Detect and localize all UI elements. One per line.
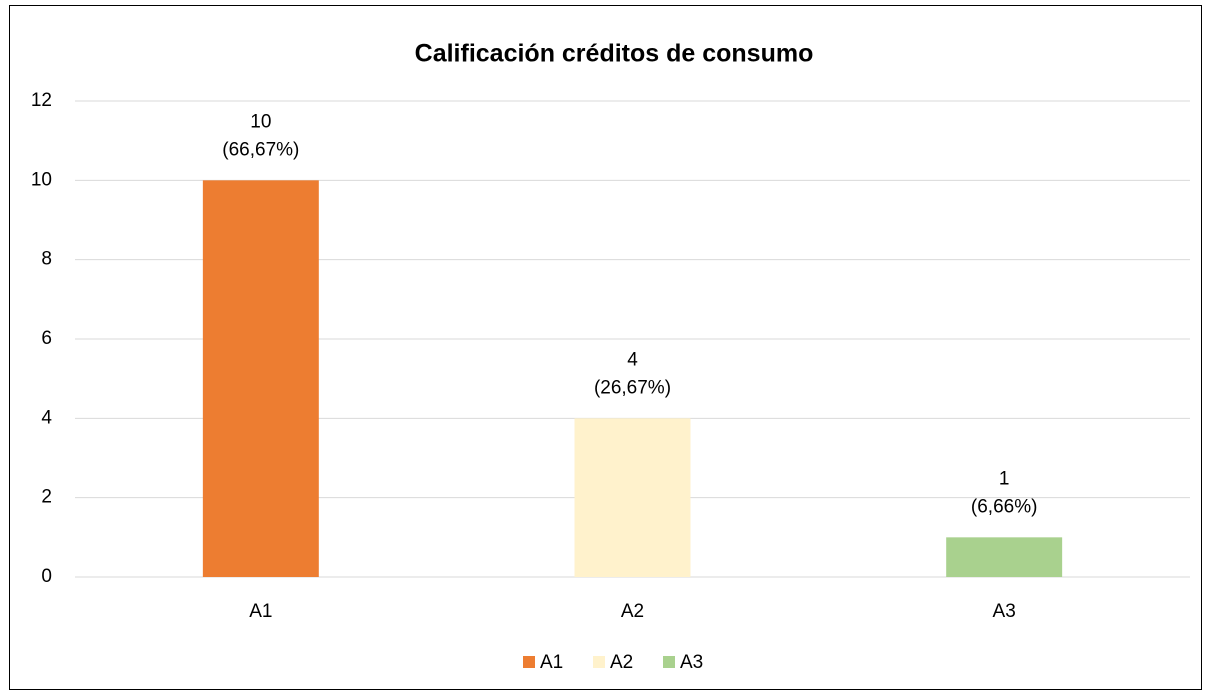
y-tick-label: 4 — [41, 407, 52, 428]
y-tick-label: 6 — [41, 328, 52, 349]
y-tick-label: 0 — [41, 566, 52, 587]
value-label: 4 — [627, 349, 638, 370]
value-label: 1 — [999, 468, 1010, 489]
share-label: (26,67%) — [594, 377, 671, 398]
legend-label: A1 — [540, 652, 563, 673]
y-tick-label: 10 — [31, 169, 52, 190]
y-tick-label: 2 — [41, 487, 52, 508]
share-label: (6,66%) — [971, 496, 1038, 517]
chart-frame — [9, 5, 1202, 690]
legend-swatch — [663, 656, 675, 668]
share-label: (66,67%) — [222, 139, 299, 160]
bar — [946, 537, 1063, 577]
x-tick-label: A2 — [621, 601, 644, 622]
x-tick-label: A3 — [993, 601, 1016, 622]
chart-title: Calificación créditos de consumo — [415, 40, 814, 68]
legend-label: A3 — [680, 652, 703, 673]
y-tick-label: 8 — [41, 249, 52, 270]
legend-swatch — [523, 656, 535, 668]
value-label: 10 — [250, 111, 271, 132]
x-tick-label: A1 — [249, 601, 272, 622]
bar — [574, 418, 691, 577]
bar — [202, 180, 319, 578]
legend-label: A2 — [610, 652, 633, 673]
y-tick-label: 12 — [31, 90, 52, 111]
legend-swatch — [593, 656, 605, 668]
